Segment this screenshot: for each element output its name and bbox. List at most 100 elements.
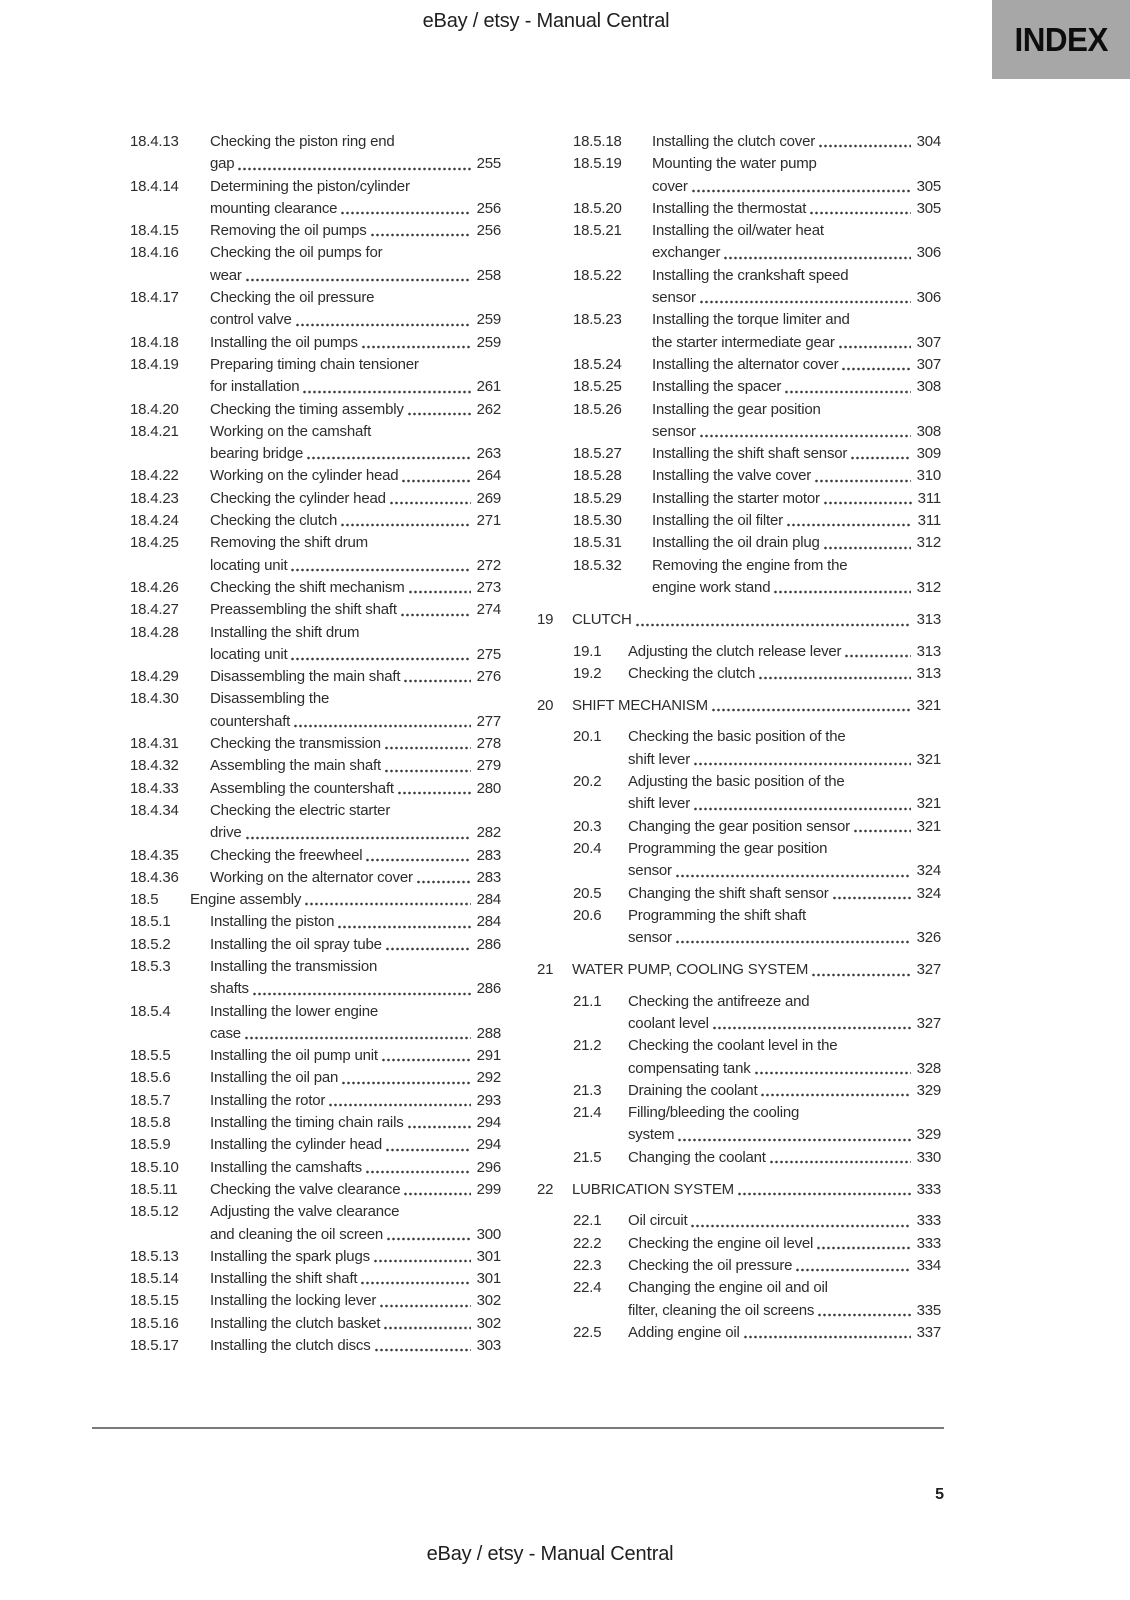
toc-entry: 18.5.19 Mounting the water pump cover 305 — [573, 153, 941, 198]
toc-entry-line: Changing the coolant 330 — [628, 1146, 941, 1170]
dot-leader — [373, 1335, 471, 1358]
toc-entry-title: Installing the oil drain plug — [652, 534, 820, 552]
toc-entry-number: 18.5 — [130, 891, 159, 909]
dot-leader — [388, 487, 471, 511]
toc-entry-number: 18.5.13 — [130, 1247, 179, 1265]
dot-leader — [698, 287, 911, 310]
toc-entry-title: engine work stand — [652, 578, 771, 596]
dot-leader — [817, 1299, 911, 1322]
toc-entry-title: Adding engine oil — [628, 1323, 740, 1341]
toc-entry-title: Mounting the water pump — [652, 155, 817, 173]
dot-leader — [837, 331, 911, 354]
toc-entry-number: 18.5.28 — [573, 467, 622, 485]
toc-entry-page: 274 — [476, 601, 502, 619]
toc-entry-number: 18.4.33 — [130, 779, 179, 797]
toc-entry-number: 18.5.22 — [573, 266, 622, 284]
toc-entry: 18.5.1 Installing the piston 284 — [130, 911, 501, 934]
toc-entry-number: 18.4.34 — [130, 801, 179, 819]
toc-entry-page: 283 — [476, 846, 502, 864]
dot-leader — [293, 710, 471, 734]
toc-entry-title: Assembling the countershaft — [210, 779, 394, 797]
dot-leader — [674, 860, 911, 883]
toc-entry-page: 302 — [476, 1292, 502, 1310]
toc-entry: 18.4.36 Working on the alternator cover 28… — [130, 866, 501, 890]
toc-entry: 21.4 Filling/bleeding the cooling system 32… — [573, 1102, 941, 1147]
toc-entry-line: Filling/bleeding the cooling — [628, 1102, 941, 1124]
toc-entry-number: 18.5.32 — [573, 556, 622, 574]
toc-entry-page: 309 — [916, 445, 942, 463]
toc-entry-line: Checking the transmission 278 — [210, 733, 502, 756]
dot-leader — [852, 815, 911, 838]
toc-entry-line: Checking the electric starter — [210, 800, 501, 822]
dot-leader — [844, 640, 911, 663]
toc-entry-title: case — [210, 1024, 241, 1042]
toc-entry-page: 313 — [916, 642, 942, 660]
toc-entry-number: 18.4.28 — [130, 623, 179, 641]
toc-entry-number: 18.5.6 — [130, 1069, 171, 1087]
toc-entry-title: LUBRICATION SYSTEM — [572, 1181, 734, 1199]
toc-entry-line: Changing the shift shaft sensor 324 — [628, 882, 941, 905]
toc-entry: 22.5 Adding engine oil 337 — [573, 1321, 941, 1345]
dot-leader — [677, 1124, 911, 1147]
toc-entry-page: 321 — [916, 817, 942, 835]
toc-entry-line: Installing the transmission — [210, 956, 501, 978]
toc-entry-number: 18.5.19 — [573, 155, 622, 173]
toc-entry-line: filter, cleaning the oil screens 335 — [628, 1299, 941, 1322]
toc-entry-title: Checking the oil pumps for — [210, 244, 383, 262]
toc-entry-line: sensor 324 — [628, 860, 941, 883]
toc-entry: 18.5.30 Installing the oil filter 311 — [573, 510, 941, 533]
toc-entry-title: locating unit — [210, 556, 288, 574]
toc-entry-line: sensor 306 — [652, 287, 941, 310]
toc-entry-title: Filling/bleeding the cooling — [628, 1104, 800, 1122]
toc-entry-number: 18.5.17 — [130, 1337, 179, 1355]
toc-entry-page: 300 — [476, 1225, 502, 1243]
toc-entry-line: coolant level 327 — [628, 1012, 941, 1036]
toc-entry-page: 301 — [476, 1247, 502, 1265]
dot-leader — [372, 1245, 471, 1269]
toc-entry-page: 276 — [476, 668, 502, 686]
toc-right-column: 18.5.18 Installing the clutch cover 304 18.… — [537, 131, 942, 1345]
toc-entry-line: shafts 286 — [210, 978, 501, 1001]
toc-entry-number: 21.4 — [573, 1104, 602, 1122]
toc-entry-line: Assembling the main shaft 279 — [210, 755, 501, 778]
toc-entry: 18.4.21 Working on the camshaft bearing br… — [130, 421, 501, 466]
toc-entry: 18.5.6 Installing the oil pan 292 — [130, 1067, 501, 1090]
toc-entry-title: Working on the cylinder head — [210, 467, 399, 485]
dot-leader — [396, 777, 471, 800]
toc-left-column: 18.4.13 Checking the piston ring end gap 25… — [130, 131, 502, 1358]
toc-entry-number: 20.6 — [573, 906, 602, 924]
toc-entry-line: Working on the camshaft — [210, 421, 501, 443]
dot-leader — [407, 576, 471, 600]
toc-entry-title: Changing the engine oil and oil — [628, 1279, 828, 1297]
toc-entry-page: 310 — [916, 467, 942, 485]
toc-entry-number: 18.4.36 — [130, 868, 179, 886]
toc-entry-number: 18.5.30 — [573, 512, 622, 530]
toc-entry-number: 20.3 — [573, 817, 602, 835]
toc-entry-line: Changing the engine oil and oil — [628, 1277, 941, 1299]
toc-entry: 18.5.5 Installing the oil pump unit 291 — [130, 1045, 501, 1068]
toc-entry-page: 280 — [476, 779, 502, 797]
toc-entry-line: Checking the shift mechanism 273 — [210, 576, 501, 600]
toc-entry-line: Installing the oil/water heat — [652, 220, 941, 242]
toc-entry-number: 18.4.26 — [130, 578, 179, 596]
toc-entry-title: CLUTCH — [572, 611, 632, 629]
toc-entry-page: 278 — [476, 735, 502, 753]
toc-entry-number: 18.5.8 — [130, 1114, 171, 1132]
toc-entry-page: 296 — [476, 1158, 502, 1176]
toc-entry-title: Checking the transmission — [210, 735, 381, 753]
toc-entry-line: Installing the piston 284 — [210, 911, 501, 934]
toc-entry-title: Installing the clutch cover — [652, 133, 816, 150]
dot-leader — [243, 1022, 471, 1046]
toc-entry: 18.5.16 Installing the clutch basket 302 — [130, 1312, 501, 1336]
toc-entry-line: CLUTCH 313 — [572, 609, 941, 632]
toc-entry-line: Installing the crankshaft speed — [652, 265, 941, 287]
dot-leader — [634, 609, 911, 632]
toc-entry-line: Installing the rotor 293 — [210, 1089, 501, 1113]
toc-entry-title: Checking the basic position of the — [628, 728, 846, 746]
dot-leader — [811, 959, 911, 982]
toc-entry-title: sensor — [628, 862, 672, 880]
toc-entry-title: Removing the oil pumps — [210, 222, 367, 240]
toc-entry-page: 264 — [476, 467, 502, 485]
dot-leader — [304, 889, 471, 912]
toc-entry-page: 307 — [916, 333, 942, 351]
